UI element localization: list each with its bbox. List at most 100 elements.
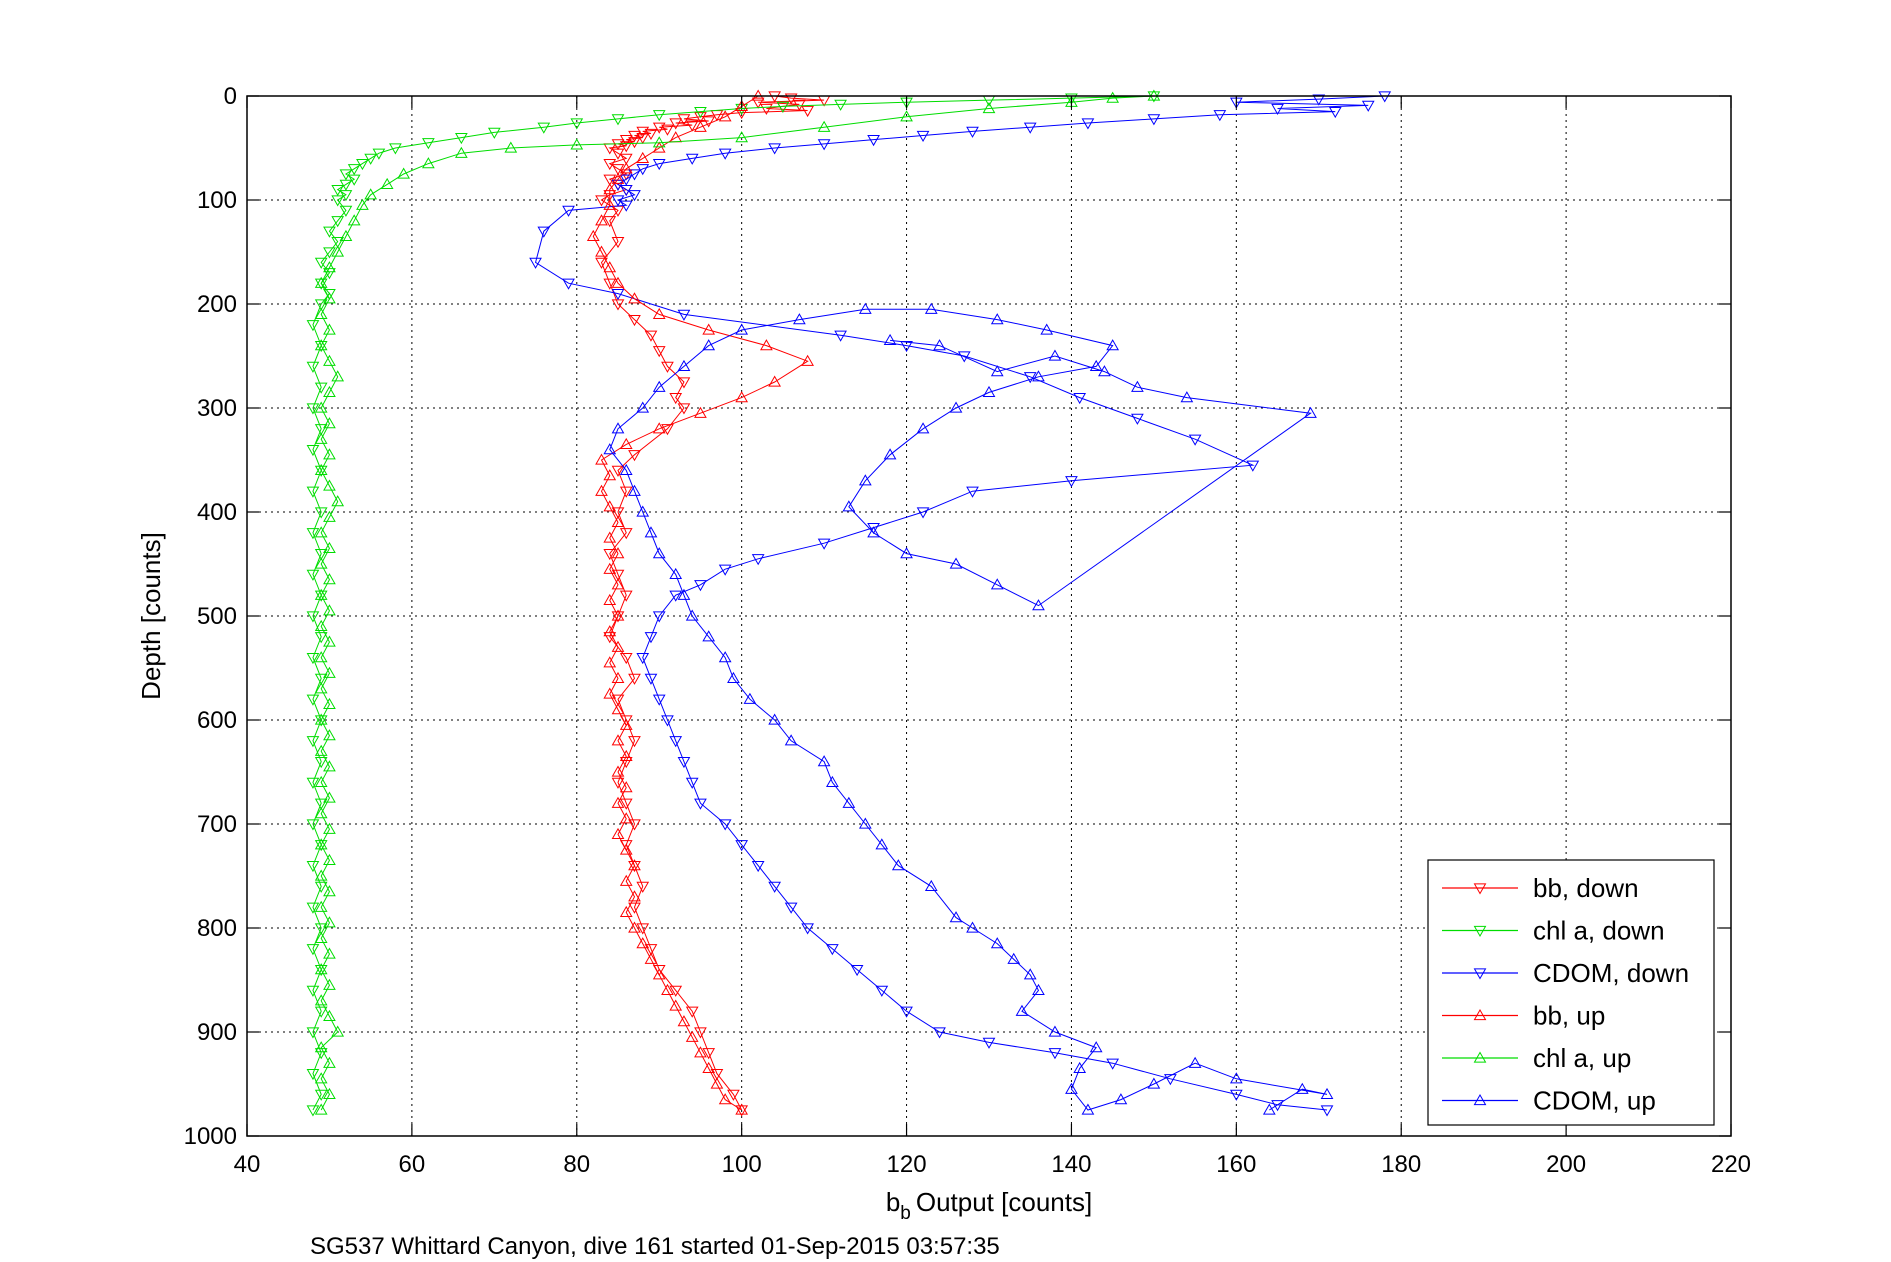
data-point [669, 590, 683, 602]
data-point [1081, 1103, 1095, 1115]
data-point [331, 495, 345, 507]
data-point [1328, 106, 1342, 119]
data-point [982, 101, 996, 114]
data-point [916, 422, 930, 434]
data-point [314, 276, 328, 288]
data-point [314, 557, 328, 569]
data-point [314, 526, 328, 538]
data-point [306, 361, 320, 373]
legend-label: chl a, up [1533, 1043, 1631, 1073]
data-point [611, 694, 625, 706]
series-0 [595, 91, 831, 1117]
data-point [628, 673, 641, 685]
data-point [875, 838, 889, 850]
data-point [702, 630, 716, 642]
data-point [314, 931, 328, 944]
legend-item: CDOM, up [1442, 1086, 1656, 1116]
data-point [718, 148, 732, 160]
data-point [661, 983, 674, 996]
data-point [619, 463, 633, 476]
data-point [784, 93, 798, 105]
legend-item: CDOM, down [1442, 958, 1689, 988]
data-point [331, 370, 345, 382]
data-point [957, 351, 971, 363]
data-point [364, 188, 378, 200]
data-point [314, 307, 328, 320]
data-point [1312, 94, 1326, 106]
data-point [306, 652, 320, 665]
y-tick-label: 700 [197, 811, 237, 838]
data-point [619, 528, 633, 540]
data-point [1032, 370, 1045, 382]
data-point [323, 822, 336, 834]
y-axis-label: Depth [counts] [136, 532, 166, 700]
data-point [611, 465, 625, 477]
data-point [603, 278, 617, 290]
data-point [735, 391, 749, 403]
data-point [314, 1041, 328, 1053]
data-point [669, 985, 683, 997]
data-point [619, 486, 633, 498]
data-point [323, 226, 336, 238]
data-point [1320, 1105, 1334, 1117]
data-point [1131, 413, 1144, 425]
data-point [529, 257, 542, 269]
data-point [306, 1068, 320, 1081]
data-point [768, 713, 782, 725]
data-point [1032, 983, 1045, 996]
y-tick-label: 500 [197, 603, 237, 630]
data-point [314, 963, 328, 975]
data-point [628, 484, 641, 496]
data-point [611, 703, 625, 715]
data-point [619, 437, 633, 450]
data-point [1023, 122, 1037, 134]
data-point [858, 474, 872, 486]
x-axis-label: bb Output [counts] [886, 1187, 1092, 1224]
data-point [949, 557, 963, 569]
data-point [817, 139, 831, 151]
data-point [1147, 114, 1161, 126]
legend-label: bb, up [1533, 1001, 1605, 1031]
data-point [1271, 103, 1284, 115]
series-2 [529, 91, 1392, 1117]
data-point [306, 860, 320, 873]
data-point [323, 292, 336, 304]
data-point [1106, 339, 1120, 351]
series-line [600, 95, 825, 1111]
y-tick-label: 0 [224, 83, 237, 110]
data-point [314, 339, 328, 351]
data-point [306, 1027, 320, 1039]
data-point [323, 666, 336, 678]
data-point [1015, 1004, 1029, 1016]
data-point [669, 567, 683, 580]
data-point [867, 522, 880, 535]
data-point [611, 276, 625, 288]
data-point [1229, 1072, 1243, 1084]
y-tick-label: 400 [197, 499, 237, 526]
data-point [1271, 1100, 1284, 1112]
data-point [611, 671, 625, 684]
data-point [306, 320, 320, 332]
x-axis-label-prefix: b [886, 1187, 900, 1217]
data-point [694, 798, 707, 810]
data-point [834, 330, 847, 342]
x-tick-label: 120 [887, 1151, 927, 1178]
data-point [1180, 391, 1194, 403]
data-point [628, 736, 641, 748]
data-point [1023, 968, 1037, 980]
data-point [644, 673, 658, 685]
series-layer [306, 89, 1392, 1117]
data-point [323, 853, 336, 866]
y-tick-label: 800 [197, 915, 237, 942]
data-point [1073, 392, 1087, 405]
x-tick-label: 180 [1381, 1151, 1421, 1178]
data-point [652, 380, 666, 392]
data-point [694, 106, 707, 119]
data-point [685, 1006, 699, 1018]
data-point [628, 292, 641, 304]
x-tick-label: 80 [563, 1151, 590, 1178]
data-point [306, 944, 320, 956]
data-point [306, 694, 320, 706]
data-point [1048, 349, 1062, 361]
data-point [1089, 1041, 1103, 1053]
